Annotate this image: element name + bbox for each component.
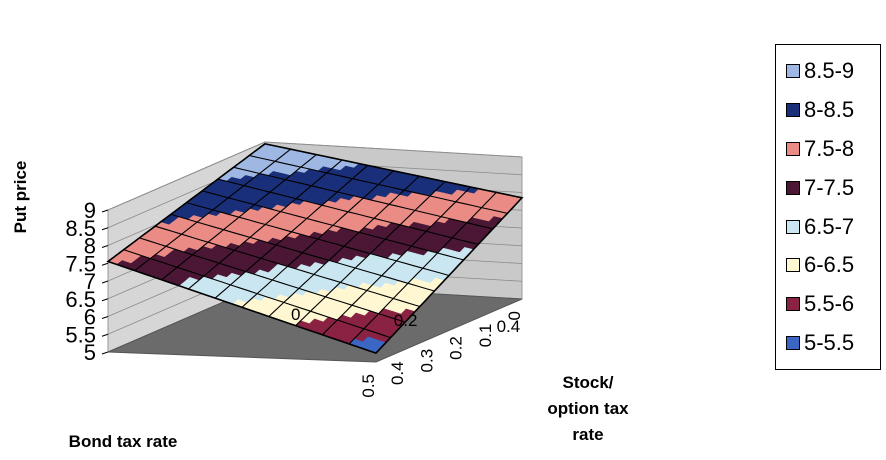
z-tick-label: 7.5 [65,251,96,276]
z-tick-mark [101,333,109,337]
z-tick-label: 8 [84,234,96,259]
legend-swatch [786,141,800,156]
mesh-line [170,213,435,292]
legend-swatch [786,258,800,273]
legend-label: 6-6.5 [804,252,855,278]
mesh-line [123,249,391,339]
legend-item: 6-6.5 [786,246,880,285]
stock-tax-tick-label: 0 [291,305,300,324]
legend-label: 5.5-6 [804,291,855,317]
legend-swatch [786,335,800,350]
z-tick-label: 6.5 [65,287,96,312]
bond-tax-tick-label: 0.4 [388,361,407,385]
x-axis-title: Bond tax rate [69,432,178,451]
legend-item: 5.5-6 [786,285,880,324]
legend-item: 6.5-7 [786,207,880,246]
y-axis-title-line: Stock/ [562,373,614,392]
legend-label: 7.5-8 [804,135,855,161]
z-tick-mark [101,262,109,266]
z-tick-mark [101,280,109,284]
legend-label: 6.5-7 [804,213,855,239]
mesh-line [322,186,471,336]
bond-tax-tick-label: 0 [505,311,524,320]
gridline-left [107,141,266,211]
stock-tax-tick-label: 0.2 [394,311,418,330]
z-tick-mark [101,245,109,248]
mesh-line [241,170,394,308]
legend-label: 7-7.5 [804,174,855,200]
mesh-line [295,181,446,326]
legend-label: 8-8.5 [804,97,855,123]
mesh-line [348,192,497,345]
z-tick-mark [101,351,109,355]
bond-tax-tick-label: 0.2 [447,336,466,360]
z-tick-mark [101,209,109,213]
legend-item: 7.5-8 [786,130,880,169]
axis-ticks: 55.566.577.588.59 0.5 0.4 0.3 0.2 0.1 0 0 0.2 0.4 [65,198,524,398]
legend-item: 5-5.5 [786,324,880,363]
z-tick-label: 9 [84,198,96,223]
legend-swatch [786,180,800,195]
stock-tax-tick-label: 0.4 [497,317,521,336]
legend-swatch [786,64,800,79]
legend-label: 5-5.5 [804,329,855,355]
z-tick-label: 5 [84,340,96,365]
z-tick-mark [101,316,109,319]
z-axis-title: Put price [11,161,30,234]
bond-tax-tick-label: 0.1 [476,324,495,348]
bond-tax-tick-label: 0.5 [359,374,378,398]
y-axis-title: Stock/option tax rate [518,370,658,448]
mesh-line [154,225,420,308]
legend-item: 8.5-9 [786,52,880,91]
z-tick-label: 6 [84,305,96,330]
mesh-line [268,175,420,317]
bond-tax-tick-label: 0.3 [417,349,436,373]
gridline-right [264,141,523,158]
legend: 8.5-9 8-8.5 7.5-8 7-7.5 6.5-7 6-6.5 5.5-6 5-5.5 [775,44,881,370]
legend-item: 8-8.5 [786,91,880,130]
legend-swatch [786,219,800,234]
surface-plot [106,142,524,355]
y-axis-title-line: rate [572,425,604,444]
z-tick-label: 8.5 [65,216,96,241]
z-tick-mark [101,298,109,302]
legend-item: 7-7.5 [786,168,880,207]
legend-swatch [786,103,800,118]
mesh-line [139,237,406,323]
z-tick-mark [101,227,109,231]
legend-label: 8.5-9 [804,58,855,84]
y-axis-title-line: option tax [547,399,629,418]
z-tick-label: 7 [84,269,96,294]
legend-swatch [786,297,800,312]
z-tick-label: 5.5 [65,322,96,347]
surface-outline [106,142,524,355]
